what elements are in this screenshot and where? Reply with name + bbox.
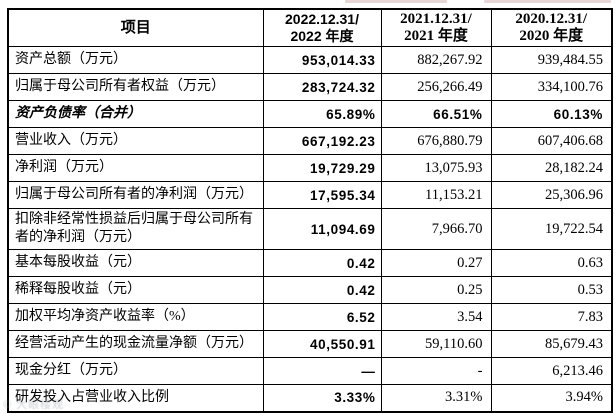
row-label: 扣除非经常性损益后归属于母公司所有者的净利润（万元） [7,208,264,250]
value-2020: 607,406.68 [490,127,613,155]
row-label: 研发投入占营业收入比例 [7,384,264,412]
value-2020: 19,722.54 [490,208,613,250]
header-2022-line2: 2022 年度 [290,28,354,44]
row-label: 稀释每股收益（元） [7,276,264,304]
value-2022: — [262,357,382,385]
table-row: 基本每股收益（元） 0.42 0.27 0.63 [7,249,613,277]
value-2021: 882,267.92 [380,46,492,74]
value-2021: 7,966.70 [380,208,492,250]
header-2022-line1: 2022.12.31/ [285,11,359,27]
column-header-2020: 2020.12.31/2020 年度 [490,8,613,47]
table-row: 稀释每股收益（元） 0.42 0.25 0.53 [7,276,613,304]
value-2021: 11,153.21 [380,181,492,209]
value-2022: 11,094.69 [262,208,382,250]
column-header-2021: 2021.12.31/2021 年度 [380,8,492,47]
cropped-text-artifact [484,0,611,3]
table-row: 经营活动产生的现金流量净额（万元） 40,550.91 59,110.60 85… [7,330,613,358]
value-2021: 13,075.93 [380,154,492,182]
value-2020: 60.13% [490,100,613,128]
value-2022: 19,729.29 [262,154,382,182]
value-2020: 334,100.76 [490,73,613,101]
row-label: 营业收入（万元） [7,127,264,155]
value-2022: 667,192.23 [262,127,382,155]
table-row: 扣除非经常性损益后归属于母公司所有者的净利润（万元） 11,094.69 7,9… [7,208,613,250]
value-2020: 0.63 [490,249,613,277]
cropped-text-artifact [345,0,447,3]
value-2022: 953,014.33 [262,46,382,74]
value-2021: 0.27 [380,249,492,277]
table-row: 归属于母公司所有者的净利润（万元） 17,595.34 11,153.21 25… [7,181,613,209]
table-row: 归属于母公司所有者权益（万元） 283,724.32 256,266.49 33… [7,73,613,101]
row-label: 资产总额（万元） [7,46,264,74]
column-header-item: 项目 [7,8,264,47]
value-2020: 3.94% [490,384,613,412]
row-label: 归属于母公司所有者的净利润（万元） [7,181,264,209]
value-2022: 3.33% [262,384,382,412]
row-label: 基本每股收益（元） [7,249,264,277]
row-label: 经营活动产生的现金流量净额（万元） [7,330,264,358]
value-2020: 25,306.96 [490,181,613,209]
value-2020: 85,679.43 [490,330,613,358]
table-row: 净利润（万元） 19,729.29 13,075.93 28,182.24 [7,154,613,182]
financial-summary-table: 项目 2022.12.31/2022 年度 2021.12.31/2021 年度… [7,8,613,413]
table-row: 营业收入（万元） 667,192.23 676,880.79 607,406.6… [7,127,613,155]
header-2021-line1: 2021.12.31/ [400,11,472,27]
value-2021: 66.51% [380,100,492,128]
header-2020-line2: 2020 年度 [519,28,584,44]
value-2020: 7.83 [490,303,613,331]
row-label: 现金分红（万元） [7,357,264,385]
row-label: 归属于母公司所有者权益（万元） [7,73,264,101]
row-label: 资产负债率（合并） [7,100,264,128]
table-row-debt-ratio: 资产负债率（合并） 65.89% 66.51% 60.13% [7,100,613,128]
value-2021: 256,266.49 [380,73,492,101]
value-2022: 65.89% [262,100,382,128]
value-2022: 0.42 [262,276,382,304]
row-label: 净利润（万元） [7,154,264,182]
value-2022: 283,724.32 [262,73,382,101]
value-2020: 0.53 [490,276,613,304]
value-2021: 59,110.60 [380,330,492,358]
row-label: 加权平均净资产收益率（%） [7,303,264,331]
value-2021: 676,880.79 [380,127,492,155]
value-2020: 939,484.55 [490,46,613,74]
value-2020: 28,182.24 [490,154,613,182]
value-2022: 6.52 [262,303,382,331]
table-row: 研发投入占营业收入比例 3.33% 3.31% 3.94% [7,384,613,412]
header-row: 项目 2022.12.31/2022 年度 2021.12.31/2021 年度… [7,8,613,47]
value-2021: 3.31% [380,384,492,412]
watermark: © 大眼楼观 [3,399,65,411]
value-2021: - [380,357,492,385]
value-2022: 0.42 [262,249,382,277]
header-2021-line2: 2021 年度 [404,28,468,44]
column-header-2022: 2022.12.31/2022 年度 [262,8,382,47]
value-2022: 17,595.34 [262,181,382,209]
table-row: 资产总额（万元） 953,014.33 882,267.92 939,484.5… [7,46,613,74]
value-2021: 0.25 [380,276,492,304]
value-2022: 40,550.91 [262,330,382,358]
header-2020-line1: 2020.12.31/ [515,11,588,27]
table-row: 现金分红（万元） — - 6,213.46 [7,357,613,385]
value-2020: 6,213.46 [490,357,613,385]
table-row: 加权平均净资产收益率（%） 6.52 3.54 7.83 [7,303,613,331]
value-2021: 3.54 [380,303,492,331]
